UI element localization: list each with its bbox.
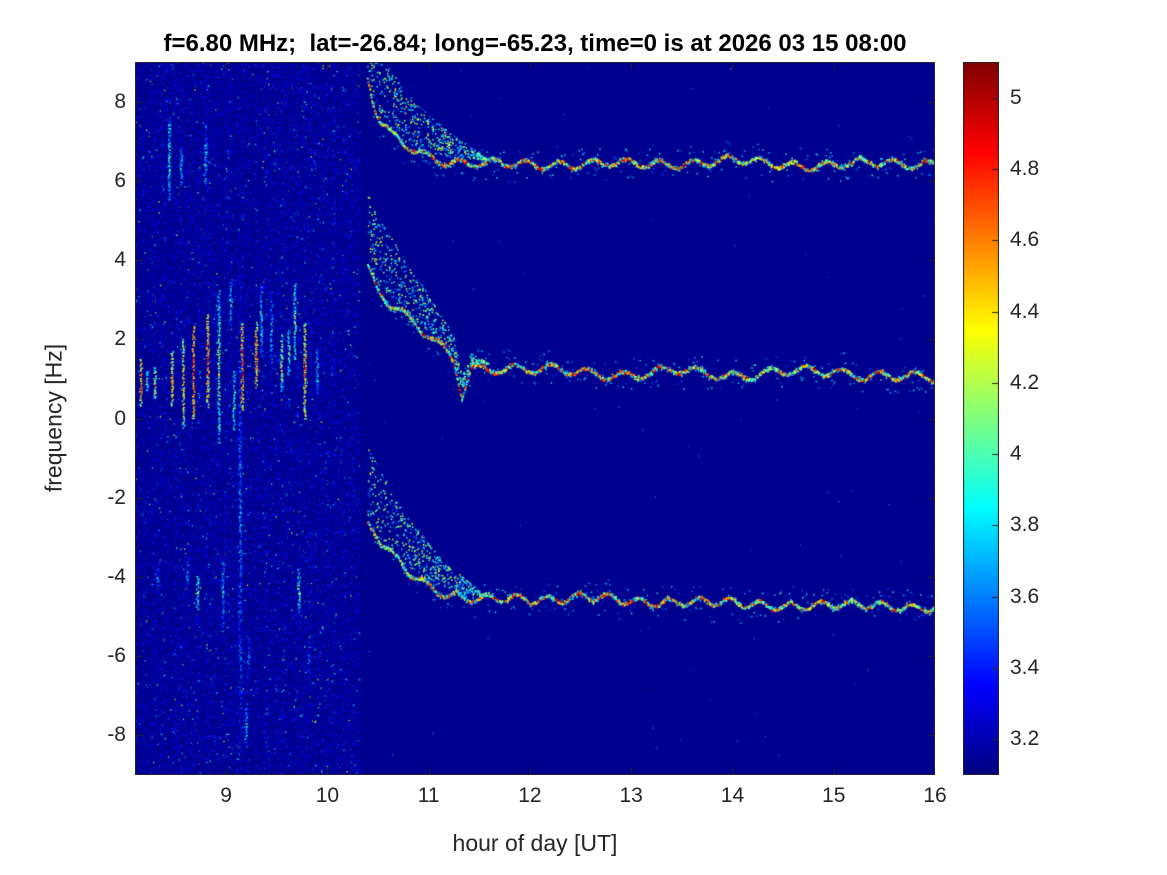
y-tick-label: 8 [114, 89, 126, 113]
y-tick-label: -2 [107, 485, 126, 509]
x-tick-label: 14 [720, 784, 745, 807]
colorbar-canvas [963, 62, 999, 775]
x-axis-label: hour of day [UT] [452, 830, 618, 856]
colorbar-tick-label: 3.6 [1010, 584, 1040, 608]
colorbar-tick-label: 4 [1010, 442, 1022, 466]
y-tick-label: -4 [107, 564, 126, 588]
y-tick-label: 6 [114, 168, 126, 192]
x-tick-label: 11 [417, 784, 440, 807]
x-tick-label: 13 [619, 784, 643, 807]
y-tick-label: -8 [107, 723, 126, 747]
y-tick-label: -6 [107, 644, 126, 668]
colorbar-tick-label: 4.8 [1010, 156, 1040, 180]
colorbar-tick-label: 3.2 [1010, 727, 1040, 751]
x-tick-label: 10 [315, 784, 340, 807]
y-tick-label: 4 [114, 248, 126, 272]
x-tick-label: 15 [822, 784, 846, 807]
x-tick-label: 16 [923, 784, 947, 807]
colorbar-tick-label: 5 [1010, 85, 1022, 109]
colorbar-tick-label: 4.6 [1010, 228, 1040, 252]
colorbar-tick-label: 3.4 [1010, 656, 1040, 680]
colorbar-tick-label: 4.4 [1010, 299, 1040, 323]
colorbar-tick-label: 3.8 [1010, 513, 1040, 537]
colorbar-tick-label: 4.2 [1010, 370, 1040, 394]
y-tick-label: 0 [114, 406, 126, 430]
spectrogram-canvas [135, 62, 935, 775]
x-tick-label: 9 [220, 784, 232, 807]
y-tick-label: 2 [114, 327, 126, 351]
x-tick-label: 12 [518, 784, 542, 807]
y-axis-label: frequency [Hz] [40, 343, 67, 493]
chart-title: f=6.80 MHz; lat=-26.84; long=-65.23, tim… [163, 30, 907, 57]
